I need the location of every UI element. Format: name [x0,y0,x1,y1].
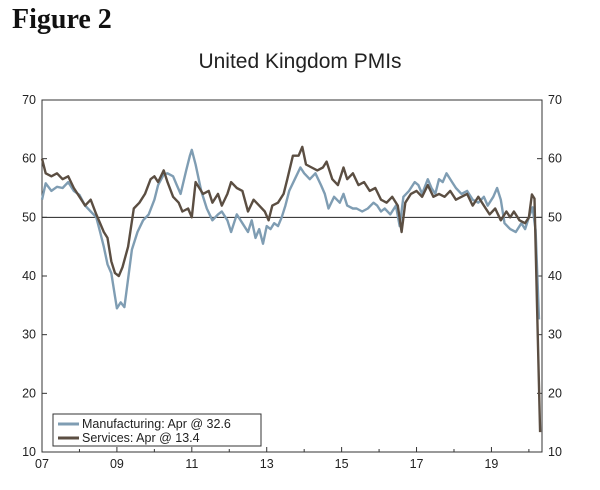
y-tick-label-right: 30 [548,328,562,342]
x-tick-label: 17 [410,457,424,471]
x-tick-label: 19 [484,457,498,471]
y-tick-label-left: 20 [22,386,36,400]
series-line-1 [40,145,542,433]
y-tick-label-right: 10 [548,445,562,459]
legend-label-0: Manufacturing: Apr @ 32.6 [82,417,231,431]
y-tick-label-left: 70 [22,93,36,107]
y-tick-label-right: 70 [548,93,562,107]
x-tick-label: 11 [185,457,198,471]
x-tick-label: 13 [260,457,274,471]
x-tick-label: 07 [35,457,49,471]
y-tick-label-left: 40 [22,269,36,283]
legend-box [52,413,262,447]
y-tick-label-left: 60 [22,152,36,166]
legend-label-1: Services: Apr @ 13.4 [82,431,200,445]
y-tick-label-right: 60 [548,152,562,166]
y-tick-label-right: 20 [548,386,562,400]
chart-title: United Kingdom PMIs [198,50,402,73]
series-line-0 [40,148,541,320]
y-tick-label-right: 40 [548,269,562,283]
figure-label: Figure 2 [12,4,112,35]
x-tick-label: 15 [335,457,349,471]
y-tick-label-left: 50 [22,210,36,224]
y-tick-label-right: 50 [548,210,562,224]
y-tick-label-left: 30 [22,328,36,342]
x-tick-label: 09 [110,457,124,471]
y-tick-label-left: 10 [22,445,36,459]
